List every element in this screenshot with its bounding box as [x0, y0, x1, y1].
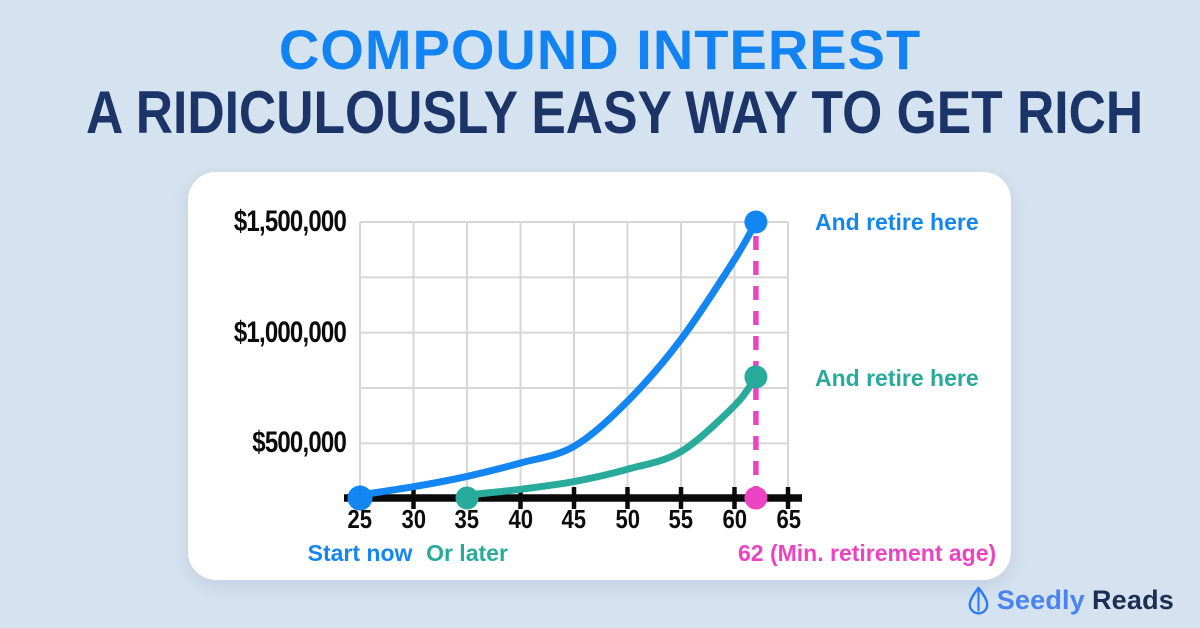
- caption-start-now: Start now: [307, 540, 413, 566]
- start-dot-blue: [347, 485, 373, 511]
- x-tick-label-65: 65: [775, 504, 801, 534]
- blue-curve: [356, 218, 760, 499]
- caption-min-retirement-age: 62 (Min. retirement age): [738, 540, 997, 566]
- x-tick-label-30: 30: [401, 504, 426, 534]
- annotation-retire-here-blue: And retire here: [815, 209, 979, 235]
- x-axis-tick-labels: 25 30 35 40 45 50 55 60 65: [333, 504, 815, 535]
- chart-card: $1,500,000 $1,000,000 $500,000 25 30 35 40 4…: [188, 172, 1011, 580]
- end-dot-blue: [744, 210, 768, 234]
- compound-interest-chart: [344, 210, 802, 511]
- x-tick-label-55: 55: [668, 504, 694, 534]
- page-subtitle-text: A RIDICULOUSLY EASY WAY TO GET RICH: [86, 79, 1144, 146]
- end-dot-teal: [744, 365, 768, 389]
- page-subtitle: A RIDICULOUSLY EASY WAY TO GET RICH: [0, 78, 1200, 147]
- x-tick-label-40: 40: [508, 504, 533, 534]
- y-axis-label-500000: $500,000: [252, 426, 347, 459]
- x-tick-label-35: 35: [454, 504, 480, 534]
- x-tick-label-45: 45: [561, 504, 587, 534]
- teal-curve: [463, 373, 760, 499]
- start-dot-teal: [455, 486, 479, 510]
- x-tick-label-25: 25: [347, 504, 373, 534]
- caption-or-later: Or later: [426, 540, 508, 566]
- seedly-reads-logo: Seedly Reads: [967, 585, 1174, 616]
- x-tick-label-50: 50: [615, 504, 640, 534]
- brand-seedly: Seedly: [996, 585, 1085, 615]
- page-title: COMPOUND INTEREST: [278, 18, 922, 81]
- y-axis-label-1000000: $1,000,000: [233, 316, 347, 349]
- x-tick-label-60: 60: [722, 504, 748, 534]
- brand-reads: Reads: [1091, 585, 1174, 615]
- seedly-drop-icon: [967, 586, 990, 615]
- retirement-dot-pink: [744, 486, 768, 510]
- annotation-retire-here-teal: And retire here: [815, 365, 979, 391]
- y-axis-label-1500000: $1,500,000: [233, 205, 347, 238]
